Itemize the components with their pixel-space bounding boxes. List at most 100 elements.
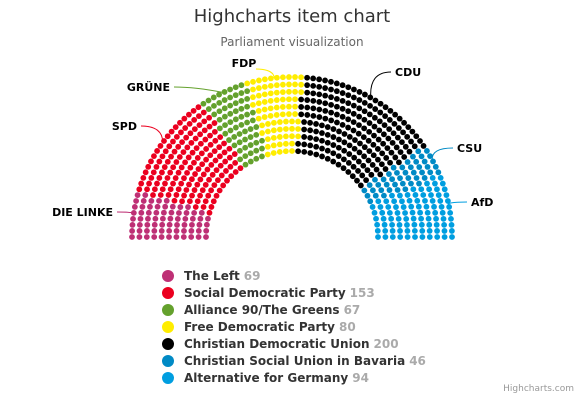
seat-cdu[interactable] xyxy=(413,133,420,140)
seat-die-linke[interactable] xyxy=(137,215,144,222)
seat-gr-ne[interactable] xyxy=(244,119,250,126)
seat-cdu[interactable] xyxy=(350,94,357,101)
seat-afd[interactable] xyxy=(441,228,448,234)
seat-csu[interactable] xyxy=(366,182,373,189)
seat-afd[interactable] xyxy=(441,234,448,240)
seat-cdu[interactable] xyxy=(394,134,401,141)
seat-afd[interactable] xyxy=(426,228,433,234)
seat-spd[interactable] xyxy=(194,155,201,161)
seat-afd[interactable] xyxy=(381,221,388,228)
seat-gr-ne[interactable] xyxy=(227,94,234,101)
seat-fdp[interactable] xyxy=(286,88,292,95)
seat-gr-ne[interactable] xyxy=(259,153,265,160)
seat-cdu[interactable] xyxy=(366,148,373,154)
seat-cdu[interactable] xyxy=(370,152,377,159)
seat-spd[interactable] xyxy=(198,150,205,157)
seat-spd[interactable] xyxy=(197,176,204,183)
seat-fdp[interactable] xyxy=(292,88,298,95)
seat-afd[interactable] xyxy=(386,209,393,216)
seat-spd[interactable] xyxy=(209,171,216,178)
seat-spd[interactable] xyxy=(179,139,185,146)
seat-fdp[interactable] xyxy=(273,74,280,81)
seat-afd[interactable] xyxy=(396,221,403,228)
seat-csu[interactable] xyxy=(399,164,406,171)
seat-spd[interactable] xyxy=(202,136,209,143)
seat-gr-ne[interactable] xyxy=(222,122,228,128)
seat-die-linke[interactable] xyxy=(174,216,181,222)
seat-die-linke[interactable] xyxy=(129,222,136,228)
seat-die-linke[interactable] xyxy=(163,197,170,204)
seat-spd[interactable] xyxy=(140,174,147,181)
seat-cdu[interactable] xyxy=(298,111,305,118)
seat-gr-ne[interactable] xyxy=(211,111,218,118)
seat-afd[interactable] xyxy=(429,197,436,204)
seat-gr-ne[interactable] xyxy=(253,155,260,162)
seat-afd[interactable] xyxy=(426,234,433,240)
seat-cdu[interactable] xyxy=(377,171,384,178)
seat-afd[interactable] xyxy=(414,197,421,204)
seat-gr-ne[interactable] xyxy=(227,119,234,125)
seat-afd[interactable] xyxy=(426,221,433,228)
seat-spd[interactable] xyxy=(194,198,201,205)
seat-cdu[interactable] xyxy=(334,119,340,126)
seat-die-linke[interactable] xyxy=(160,209,167,216)
seat-cdu[interactable] xyxy=(346,151,353,157)
seat-fdp[interactable] xyxy=(267,112,274,119)
seat-cdu[interactable] xyxy=(359,172,366,179)
seat-die-linke[interactable] xyxy=(174,222,180,228)
seat-gr-ne[interactable] xyxy=(232,116,239,123)
seat-gr-ne[interactable] xyxy=(238,90,245,96)
seat-cdu[interactable] xyxy=(356,97,363,103)
seat-cdu[interactable] xyxy=(304,82,311,89)
seat-cdu[interactable] xyxy=(324,124,331,130)
seat-csu[interactable] xyxy=(418,153,425,160)
seat-afd[interactable] xyxy=(434,228,440,234)
seat-fdp[interactable] xyxy=(273,112,280,118)
seat-csu[interactable] xyxy=(386,171,392,177)
seat-cdu[interactable] xyxy=(361,108,368,115)
seat-spd[interactable] xyxy=(200,204,207,210)
seat-csu[interactable] xyxy=(361,187,368,194)
seat-spd[interactable] xyxy=(186,111,192,118)
seat-spd[interactable] xyxy=(195,104,202,111)
seat-afd[interactable] xyxy=(404,192,411,198)
seat-csu[interactable] xyxy=(402,186,409,193)
seat-fdp[interactable] xyxy=(282,140,289,147)
seat-cdu[interactable] xyxy=(310,75,317,82)
seat-cdu[interactable] xyxy=(365,137,372,144)
seat-spd[interactable] xyxy=(210,198,217,205)
seat-spd[interactable] xyxy=(161,164,168,170)
seat-afd[interactable] xyxy=(439,180,446,187)
legend-item-afd[interactable]: Alternative for Germany 94 xyxy=(162,369,426,386)
seat-cdu[interactable] xyxy=(341,131,348,137)
seat-spd[interactable] xyxy=(237,165,244,172)
seat-cdu[interactable] xyxy=(330,142,337,148)
seat-spd[interactable] xyxy=(148,158,154,165)
seat-fdp[interactable] xyxy=(280,74,286,81)
seat-spd[interactable] xyxy=(202,181,209,188)
seat-afd[interactable] xyxy=(422,197,428,204)
seat-gr-ne[interactable] xyxy=(227,102,234,109)
seat-cdu[interactable] xyxy=(393,144,400,151)
seat-afd[interactable] xyxy=(448,228,455,234)
seat-spd[interactable] xyxy=(200,171,207,178)
seat-gr-ne[interactable] xyxy=(205,97,212,104)
seat-spd[interactable] xyxy=(159,169,165,176)
seat-afd[interactable] xyxy=(437,198,444,204)
seat-afd[interactable] xyxy=(437,174,444,181)
seat-cdu[interactable] xyxy=(356,149,363,156)
seat-csu[interactable] xyxy=(380,176,387,183)
seat-gr-ne[interactable] xyxy=(244,111,250,118)
seat-spd[interactable] xyxy=(206,114,213,121)
seat-cdu[interactable] xyxy=(319,130,325,136)
seat-gr-ne[interactable] xyxy=(210,94,217,101)
seat-spd[interactable] xyxy=(212,137,219,144)
seat-spd[interactable] xyxy=(211,182,218,189)
seat-csu[interactable] xyxy=(390,164,397,171)
seat-afd[interactable] xyxy=(439,209,446,216)
seat-die-linke[interactable] xyxy=(181,228,187,234)
seat-cdu[interactable] xyxy=(307,119,313,126)
seat-cdu[interactable] xyxy=(369,162,376,168)
seat-cdu[interactable] xyxy=(335,144,342,151)
seat-cdu[interactable] xyxy=(301,126,308,133)
